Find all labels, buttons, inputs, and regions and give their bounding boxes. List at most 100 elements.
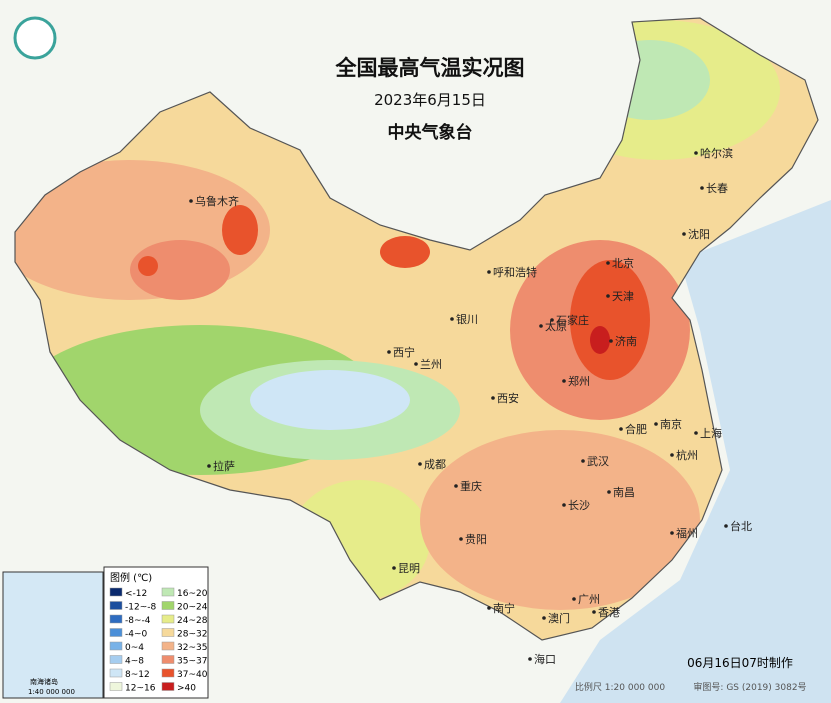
city-dot [607, 490, 611, 494]
city-dot [694, 431, 698, 435]
legend-swatch [109, 682, 123, 691]
city-label: 呼和浩特 [493, 265, 537, 279]
city-label: 香港 [598, 606, 620, 619]
legend-label: 16~20 [177, 589, 208, 599]
legend-label: >40 [177, 684, 196, 694]
city-label: 成都 [424, 458, 446, 471]
city-dot [700, 186, 704, 190]
city-label: 石家庄 [556, 313, 589, 327]
logo [13, 16, 57, 60]
city-label: 拉萨 [213, 459, 235, 473]
inset-scale: 1:40 000 000 [28, 688, 75, 696]
legend-swatch [161, 601, 175, 610]
legend-label: 20~24 [177, 603, 208, 613]
city-dot [606, 261, 610, 265]
city-dot [550, 318, 554, 322]
city-dot [670, 531, 674, 535]
legend-label: 24~28 [177, 616, 208, 626]
inset-map [2, 571, 104, 699]
legend-label: -12~-8 [125, 603, 156, 613]
legend-label: 8~12 [125, 670, 150, 680]
city-label: 济南 [615, 334, 637, 348]
city-dot [682, 232, 686, 236]
legend-label: 35~37 [177, 657, 207, 667]
city-dot [542, 616, 546, 620]
city-label: 重庆 [460, 479, 482, 493]
city-dot [450, 317, 454, 321]
city-label: 西安 [497, 391, 519, 405]
legend-swatch [109, 641, 123, 651]
city-label: 兰州 [420, 358, 442, 371]
approval-number: 审图号: GS (2019) 3082号 [693, 681, 806, 693]
legend-swatch [161, 628, 175, 637]
legend-label: -4~0 [125, 630, 148, 640]
legend-label: -8~-4 [125, 616, 151, 626]
city-label: 北京 [612, 256, 634, 270]
city-dot [189, 199, 193, 203]
city-dot [454, 484, 458, 488]
city-dot [654, 422, 658, 426]
city-dot [487, 270, 491, 274]
city-label: 太原 [545, 320, 567, 333]
date: 2023年6月15日 [374, 91, 486, 109]
city-dot [619, 427, 623, 431]
city-dot [539, 324, 543, 328]
legend-label: 37~40 [177, 670, 208, 680]
legend-swatch [109, 655, 123, 664]
legend-swatch [161, 641, 175, 651]
city-dot [572, 597, 576, 601]
city-label: 沈阳 [688, 227, 710, 241]
legend-swatch [161, 655, 175, 664]
legend-swatch [161, 668, 175, 678]
sea [560, 200, 831, 703]
legend-swatch [109, 614, 123, 624]
city-label: 台北 [730, 519, 752, 533]
city-dot [418, 462, 422, 466]
city-dot [609, 339, 613, 343]
city-label: 南昌 [613, 486, 635, 499]
city-label: 郑州 [568, 374, 590, 388]
city-label: 杭州 [676, 448, 698, 462]
city-dot [487, 606, 491, 610]
legend-label: 0~4 [125, 643, 144, 653]
city-dot [207, 464, 211, 468]
legend-swatch [161, 682, 175, 691]
city-label: 长春 [706, 182, 728, 195]
city-label: 澳门 [548, 611, 570, 625]
legend-label: 12~16 [125, 684, 156, 694]
city-dot [592, 610, 596, 614]
city-label: 乌鲁木齐 [195, 194, 239, 208]
city-label: 昆明 [398, 562, 420, 575]
city-dot [606, 294, 610, 298]
city-dot [392, 566, 396, 570]
city-dot [528, 657, 532, 661]
city-dot [562, 503, 566, 507]
city-label: 西宁 [393, 345, 415, 359]
legend-swatch [109, 601, 123, 610]
city-label: 上海 [700, 426, 722, 440]
city-label: 海口 [534, 652, 556, 666]
legend-swatch [109, 587, 123, 597]
agency: 中央气象台 [388, 122, 473, 143]
city-label: 银川 [456, 312, 478, 326]
city-label: 贵阳 [465, 533, 487, 546]
city-label: 福州 [676, 526, 698, 540]
city-dot [581, 459, 585, 463]
legend-swatch [161, 587, 175, 597]
inset-title: 南海诸岛 [30, 677, 58, 686]
city-dot [562, 379, 566, 383]
legend-swatch [161, 614, 175, 624]
legend-title: 图例 (℃) [110, 571, 152, 584]
map-scale: 比例尺 1:20 000 000 [575, 681, 665, 693]
city-dot [387, 350, 391, 354]
city-label: 广州 [578, 593, 600, 606]
made-time: 06月16日07时制作 [687, 656, 793, 670]
legend-swatch [109, 628, 123, 637]
title: 全国最高气温实况图 [335, 56, 525, 80]
city-dot [670, 453, 674, 457]
city-label: 哈尔滨 [700, 146, 733, 160]
city-dot [694, 151, 698, 155]
city-dot [414, 362, 418, 366]
city-label: 合肥 [625, 422, 647, 436]
